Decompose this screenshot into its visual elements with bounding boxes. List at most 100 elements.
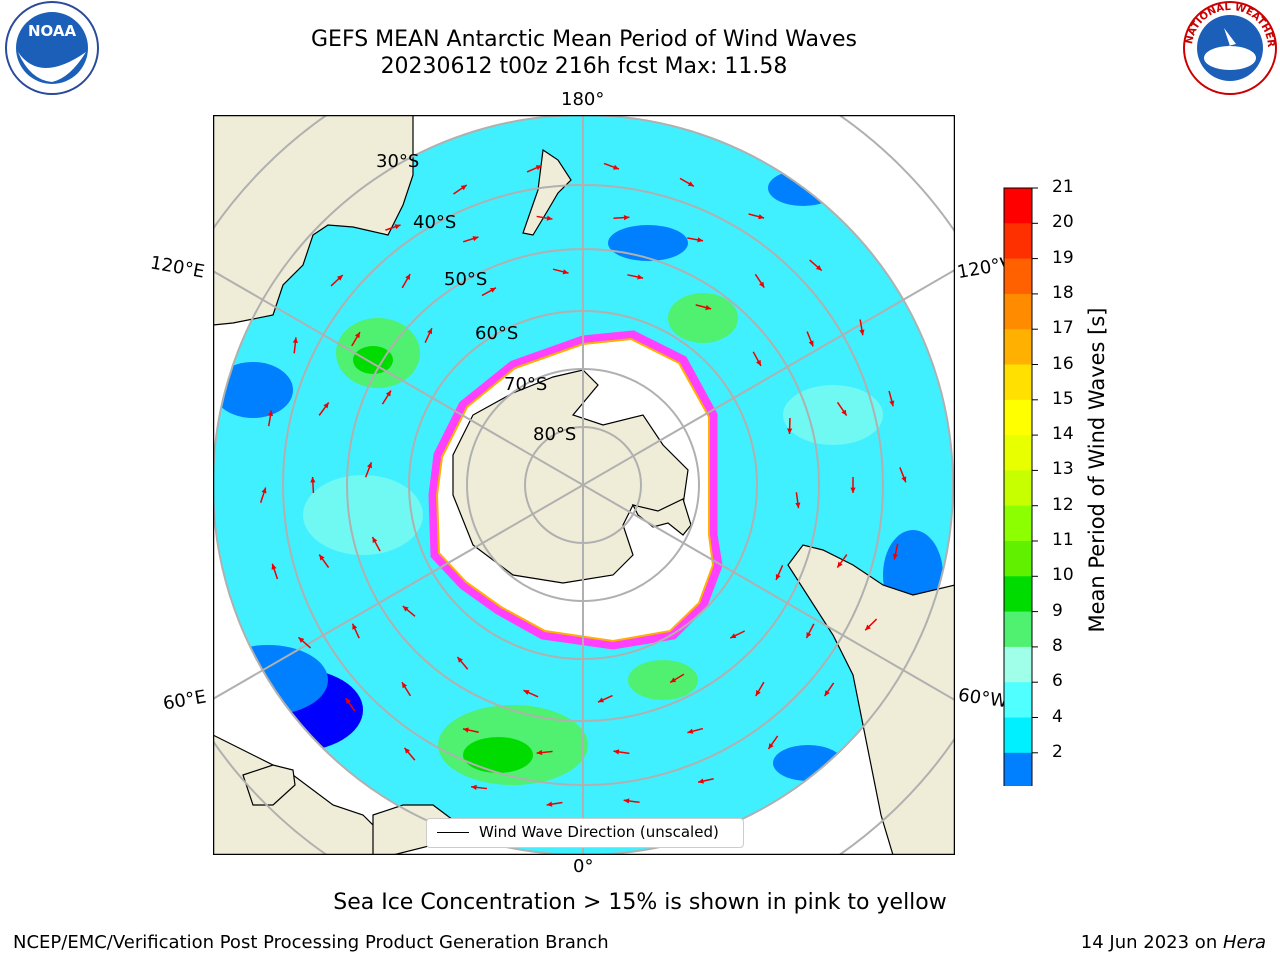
wind-wave-arrow-head xyxy=(261,487,267,494)
wind-wave-arrow-head xyxy=(298,637,305,643)
lat-label-30s: 30°S xyxy=(376,151,420,172)
wind-wave-arrow-head xyxy=(404,747,410,754)
wind-wave-arrow-head xyxy=(267,410,274,417)
colorbar-tick-label: 6 xyxy=(1052,671,1063,692)
wind-wave-arrow-head xyxy=(755,689,761,696)
wind-wave-arrow-head xyxy=(336,275,343,281)
wind-wave-arrow-head xyxy=(637,274,644,280)
wind-wave-arrow-head xyxy=(401,682,408,689)
wind-wave-arrow-head xyxy=(901,476,907,483)
wave-patch xyxy=(628,660,698,700)
footer-date: 14 Jun 2023 on Hera xyxy=(1081,932,1266,953)
wave-patch xyxy=(303,475,423,555)
wave-patch xyxy=(668,293,738,343)
colorbar-segment xyxy=(1004,752,1032,786)
lat-label-60s: 60°S xyxy=(475,323,519,344)
colorbar-segment xyxy=(1004,541,1032,577)
colorbar-segment xyxy=(1004,435,1032,471)
wind-wave-arrow-head xyxy=(536,749,543,756)
colorbar-tick-label: 4 xyxy=(1052,706,1063,727)
colorbar-segment xyxy=(1004,293,1032,330)
wind-wave-arrows xyxy=(259,162,907,807)
land-south-america xyxy=(787,544,955,855)
wind-wave-arrow-head xyxy=(457,656,463,663)
colorbar-segment xyxy=(1004,682,1032,718)
wind-wave-arrow-head xyxy=(319,554,325,561)
colorbar-segment xyxy=(1004,611,1032,648)
noaa-logo-text: NOAA xyxy=(28,22,77,40)
wind-wave-arrow-head xyxy=(523,690,530,695)
wind-wave-arrow-head xyxy=(489,287,496,293)
wind-wave-arrow-head xyxy=(768,743,774,750)
colorbar-segment xyxy=(1004,223,1032,260)
wind-wave-arrow-head xyxy=(372,536,378,543)
wind-wave-arrow-head xyxy=(402,606,409,612)
wind-wave-arrow-head xyxy=(405,273,411,280)
wind-wave-arrow-head xyxy=(698,778,704,784)
colorbar-tick-label: 21 xyxy=(1052,177,1074,197)
colorbar-segment xyxy=(1004,646,1032,683)
wind-wave-arrow-head xyxy=(808,340,814,347)
colorbar-segment xyxy=(1004,258,1032,295)
lon-label-60e: 60°E xyxy=(161,686,208,715)
legend: Wind Wave Direction (unscaled) xyxy=(426,818,744,848)
footer-date-text: 14 Jun 2023 on xyxy=(1080,932,1223,953)
colorbar-segment xyxy=(1004,470,1032,507)
colorbar-tick-label: 20 xyxy=(1052,212,1074,233)
wind-wave-arrow-head xyxy=(345,698,351,705)
colorbar-tick-label: 12 xyxy=(1052,494,1074,515)
wind-wave-arrow-head xyxy=(756,359,761,366)
wind-wave-arrow-head xyxy=(385,390,391,397)
wind-wave-arrow-head xyxy=(859,329,865,336)
wind-wave-arrow-head xyxy=(815,265,822,271)
wind-wave-arrow-head xyxy=(759,281,765,288)
wind-wave-arrow-head xyxy=(546,801,553,807)
colorbar-segment xyxy=(1004,188,1032,224)
legend-line-sample xyxy=(437,832,469,833)
wind-wave-arrow-head xyxy=(889,400,895,407)
wind-wave-arrow-head xyxy=(623,214,630,221)
map-panel xyxy=(213,115,955,855)
wind-wave-arrow-head xyxy=(460,185,467,191)
colorbar-segment xyxy=(1004,399,1032,436)
wind-wave-arrow-head xyxy=(463,727,469,733)
wind-wave-arrow-head xyxy=(806,632,812,639)
wind-wave-arrow-head xyxy=(597,697,604,703)
wind-wave-arrow-head xyxy=(471,784,477,790)
wind-wave-arrow-head xyxy=(535,165,542,171)
wind-wave-arrow-head xyxy=(367,462,372,469)
footer-credit: NCEP/EMC/Verification Post Processing Pr… xyxy=(13,932,609,953)
wind-wave-arrow-head xyxy=(613,164,619,170)
sea-ice-edge-inner xyxy=(435,337,715,643)
wind-wave-arrow-head xyxy=(613,749,620,755)
lon-label-0: 0° xyxy=(573,856,594,877)
wave-patch xyxy=(608,225,688,261)
lat-label-70s: 70°S xyxy=(504,374,548,395)
legend-label: Wind Wave Direction (unscaled) xyxy=(479,823,719,841)
wind-wave-arrow-head xyxy=(865,624,871,631)
colorbar-segment xyxy=(1004,576,1032,613)
wave-patch xyxy=(353,346,393,374)
wind-wave-arrow-head xyxy=(892,553,898,560)
lat-label-80s: 80°S xyxy=(533,424,577,445)
wind-wave-arrow-head xyxy=(841,409,847,416)
wind-wave-arrow-head xyxy=(546,215,553,221)
colorbar-tick-label: 16 xyxy=(1052,353,1074,374)
sea-ice-note: Sea Ice Concentration > 15% is shown in … xyxy=(333,890,947,915)
wind-wave-arrow-head xyxy=(562,269,569,275)
colorbar-segment xyxy=(1004,364,1032,401)
wind-wave-arrow-head xyxy=(472,236,479,242)
lat-label-40s: 40°S xyxy=(413,212,457,233)
wind-wave-arrow-head xyxy=(292,337,298,344)
wind-wave-arrow-head xyxy=(730,633,737,639)
wind-wave-arrow-head xyxy=(687,728,694,734)
colorbar-tick-label: 18 xyxy=(1052,282,1074,303)
wind-wave-arrow-head xyxy=(697,237,704,243)
wind-wave-arrow-head xyxy=(775,573,781,580)
lon-label-120e: 120°E xyxy=(148,252,207,283)
wind-wave-arrow-head xyxy=(394,224,401,230)
land-new-zealand xyxy=(522,148,572,236)
colorbar-tick-label: 13 xyxy=(1052,459,1074,480)
wind-wave-arrow-head xyxy=(850,487,856,493)
wind-wave-arrow-head xyxy=(310,477,316,483)
